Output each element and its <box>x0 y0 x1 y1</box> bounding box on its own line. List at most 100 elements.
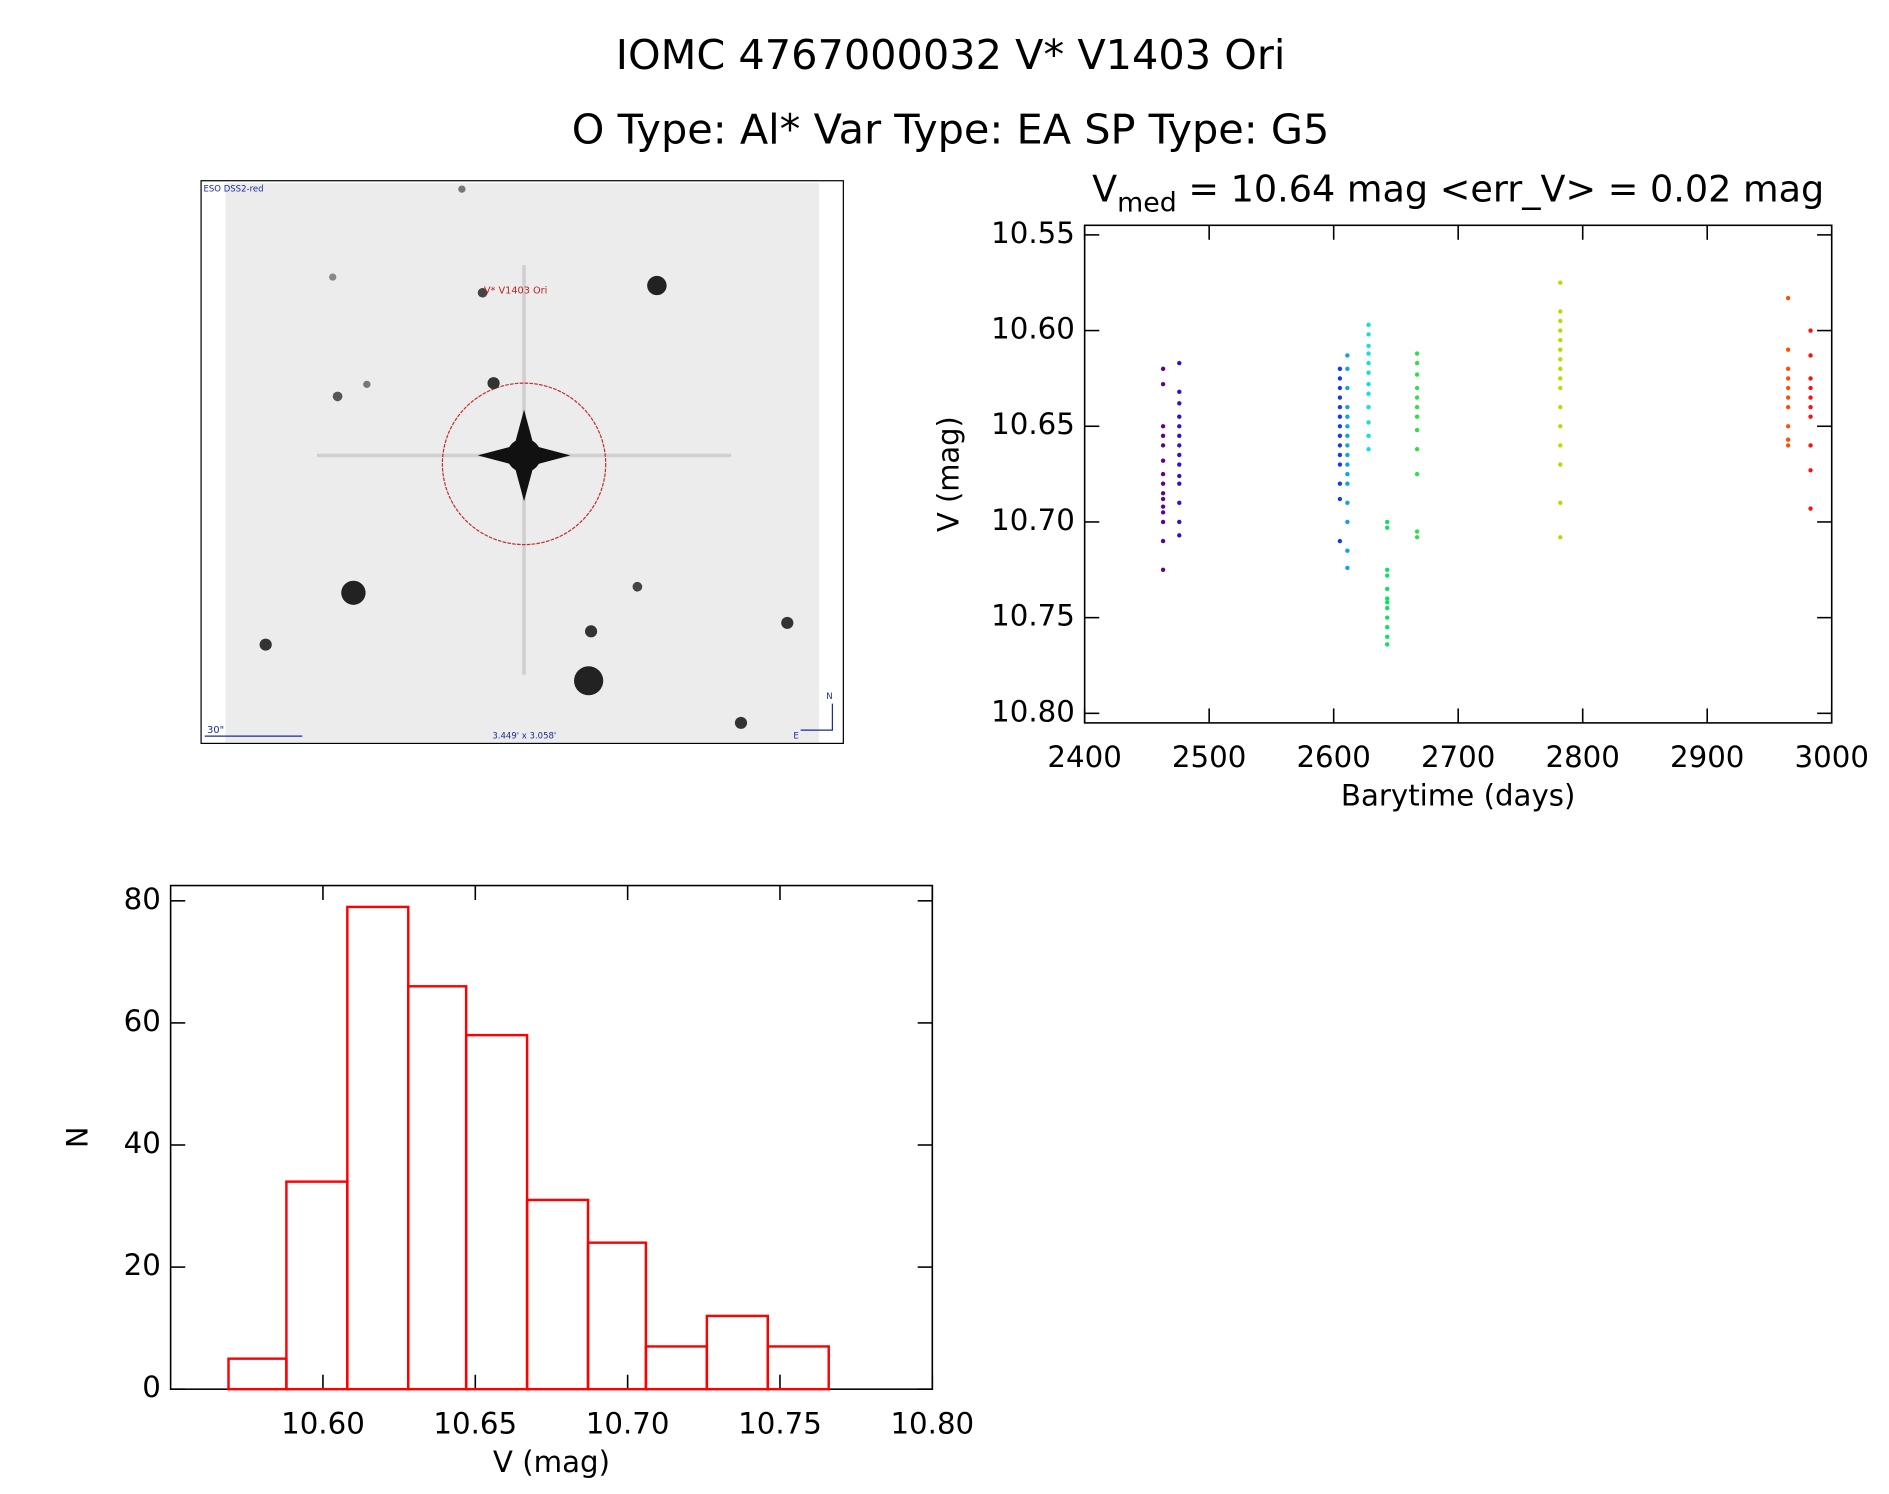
point <box>1337 385 1343 391</box>
star <box>781 616 794 629</box>
point <box>1345 433 1350 438</box>
star <box>259 638 272 651</box>
point <box>1785 295 1791 301</box>
point <box>1177 452 1182 458</box>
point <box>1345 565 1350 571</box>
x-tick-label: 2600 <box>1296 740 1370 774</box>
point <box>1558 337 1563 343</box>
bar <box>227 1357 288 1391</box>
star <box>458 185 466 193</box>
east-label: E <box>793 731 798 741</box>
point <box>1160 433 1166 438</box>
point <box>1345 481 1350 486</box>
point <box>1366 322 1371 327</box>
y-axis-label: V (mag) <box>931 416 965 532</box>
point <box>1414 372 1420 377</box>
x-axis-label: Barytime (days) <box>1341 779 1576 813</box>
star <box>632 581 643 592</box>
point <box>1558 357 1563 362</box>
point <box>1385 573 1390 578</box>
point <box>1558 462 1563 467</box>
bar <box>525 1198 590 1391</box>
point <box>1160 519 1166 525</box>
point <box>1160 471 1166 477</box>
point <box>1337 404 1343 410</box>
point <box>1385 642 1390 647</box>
point <box>1160 381 1166 387</box>
point <box>1177 462 1182 467</box>
point <box>1414 395 1420 400</box>
point <box>1558 535 1563 540</box>
point <box>1177 433 1182 438</box>
point <box>1345 452 1350 458</box>
compass <box>800 703 833 731</box>
point <box>1558 309 1563 314</box>
point <box>1337 462 1343 467</box>
y-tick-label: 10.80 <box>991 694 1075 728</box>
point <box>1345 385 1350 391</box>
point <box>1345 500 1350 505</box>
chart-title: Vmed = 10.64 mag <err_V> = 0.02 mag <box>1092 168 1824 218</box>
point <box>1160 366 1166 372</box>
point <box>1177 473 1182 479</box>
point <box>1366 404 1371 410</box>
point <box>1366 370 1371 375</box>
point <box>1160 510 1166 515</box>
point <box>1366 420 1371 425</box>
point <box>1177 424 1182 429</box>
chart-title-part: V <box>1092 168 1117 211</box>
point <box>1558 318 1563 324</box>
point <box>1177 389 1182 394</box>
y-tick-label: 0 <box>142 1370 161 1404</box>
x-tick-label: 3000 <box>1795 740 1869 774</box>
point <box>1345 471 1350 477</box>
point <box>1345 414 1350 419</box>
x-tick-label: 2500 <box>1172 740 1246 774</box>
bar <box>346 905 410 1391</box>
point <box>1558 404 1563 410</box>
target-label: V* V1403 Ori <box>484 285 548 296</box>
point <box>1345 519 1350 525</box>
x-tick-label: 10.75 <box>738 1406 822 1440</box>
point <box>1558 385 1563 391</box>
point <box>1808 443 1813 448</box>
point <box>1385 600 1390 605</box>
point <box>1366 360 1371 366</box>
point <box>1808 506 1813 511</box>
x-tick-label: 10.65 <box>433 1406 517 1440</box>
point <box>1160 538 1166 544</box>
point <box>1366 433 1371 438</box>
sky-image: ESO DSS2-red V* V1403 Ori 30" 3.449' x 3… <box>200 180 844 744</box>
point <box>1558 443 1563 448</box>
x-tick-label: 10.60 <box>281 1406 365 1440</box>
main-star <box>506 438 542 473</box>
point <box>1177 443 1182 448</box>
point <box>1345 353 1350 358</box>
point <box>1160 481 1166 486</box>
point <box>1385 586 1390 592</box>
point <box>1808 385 1813 391</box>
point <box>1177 401 1182 406</box>
point <box>1558 424 1563 429</box>
point <box>1345 424 1350 429</box>
point <box>1160 567 1166 572</box>
y-tick-label: 10.75 <box>991 599 1075 633</box>
y-tick-label: 40 <box>124 1126 161 1160</box>
star <box>487 377 500 390</box>
point <box>1337 443 1343 448</box>
point <box>1785 395 1791 400</box>
point <box>1337 366 1343 372</box>
point <box>1345 404 1350 410</box>
bar <box>407 985 468 1391</box>
point <box>1345 443 1350 448</box>
point <box>1366 381 1371 387</box>
star <box>734 716 748 729</box>
point <box>1558 347 1563 352</box>
point <box>1414 360 1420 366</box>
star <box>332 391 343 402</box>
point <box>1785 404 1791 410</box>
point <box>1414 427 1420 433</box>
north-label: N <box>826 691 832 701</box>
x-tick-label: 2700 <box>1421 740 1495 774</box>
